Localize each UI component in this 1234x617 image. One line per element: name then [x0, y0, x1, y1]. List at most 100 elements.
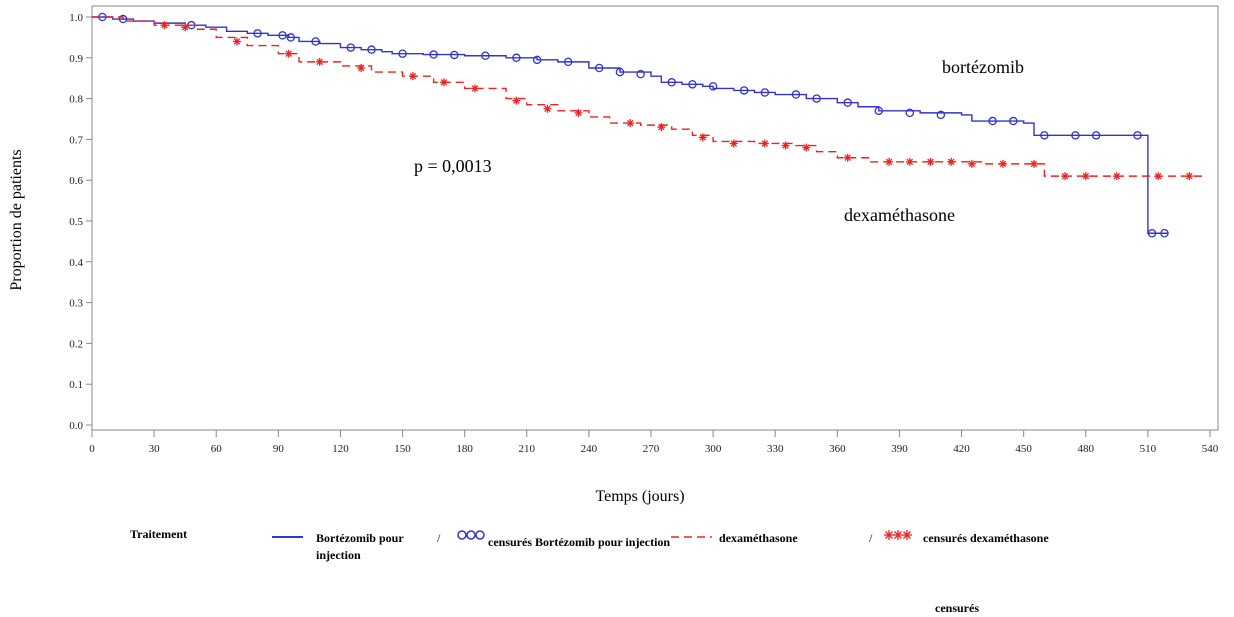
x-tick-label: 390 [891, 443, 908, 455]
censored-asterisk [284, 49, 293, 58]
censored-circle [812, 94, 821, 103]
y-tick-label: 0.9 [69, 53, 83, 65]
x-tick-label: 120 [332, 443, 349, 455]
censored-circle [615, 67, 625, 77]
y-axis-title: Proportion de patients [8, 149, 25, 290]
y-tick-label: 0.7 [69, 134, 83, 146]
x-tick-label: 300 [705, 443, 722, 455]
censored-asterisk [729, 139, 738, 148]
legend-title: Traitement [130, 527, 188, 541]
censored-asterisk [967, 159, 976, 168]
censored-asterisk [781, 141, 790, 150]
censored-asterisk [471, 84, 480, 93]
censored-asterisk [843, 153, 852, 162]
censored-asterisk [698, 133, 707, 142]
censored-asterisk [181, 23, 190, 32]
censored-circle [636, 69, 645, 79]
censored-circle [1009, 116, 1018, 126]
series-line-bortezomib [92, 16, 1169, 234]
censored-circle [1160, 228, 1169, 238]
legend-censored-bortezomib-label: censurés Bortézomib pour injection [488, 535, 671, 549]
censored-asterisk [760, 139, 769, 148]
y-tick-label: 0.5 [69, 216, 83, 228]
legend-dexamethasone-label: dexaméthasone [719, 531, 798, 545]
censored-circle [481, 51, 490, 61]
censored-circle [512, 53, 521, 63]
censored-circle [936, 110, 946, 120]
censored-asterisk [1154, 172, 1163, 181]
censored-circle [253, 29, 262, 38]
censored-asterisk [885, 157, 894, 166]
x-tick-label: 330 [767, 443, 784, 455]
x-tick-label: 180 [456, 443, 473, 455]
censored-circle [563, 57, 573, 67]
censored-circle [1071, 131, 1080, 140]
censored-circle [843, 98, 852, 107]
y-tick-label: 0.2 [69, 338, 83, 350]
legend-censored-asterisks [884, 530, 912, 540]
censored-circle [688, 80, 697, 89]
x-tick-label: 360 [829, 443, 846, 455]
censored-asterisk [626, 119, 635, 128]
censored-circle [760, 88, 770, 97]
censored-asterisk [802, 143, 811, 152]
censored-asterisk [998, 159, 1007, 168]
x-tick-label: 240 [581, 443, 598, 455]
censored-asterisk [512, 96, 521, 105]
censored-asterisk [947, 157, 956, 166]
censored-asterisk [893, 530, 903, 540]
censored-circle [311, 37, 320, 46]
censored-circle [667, 78, 676, 87]
y-tick-label: 0.6 [69, 175, 83, 187]
censored-asterisk [315, 57, 324, 66]
x-tick-label: 270 [643, 443, 660, 455]
p-value-label: p = 0,0013 [414, 156, 492, 176]
censored-asterisk [926, 157, 935, 166]
censored-circle [278, 31, 287, 40]
x-axis-title: Temps (jours) [595, 488, 684, 505]
x-tick-label: 150 [394, 443, 411, 455]
y-tick-label: 1.0 [69, 12, 83, 24]
censored-asterisk [905, 157, 914, 166]
censored-circle [791, 90, 801, 99]
legend-slash-1: / [437, 531, 441, 545]
censored-circle [1133, 131, 1142, 140]
legend-bortezomib-label: Bortézomib pour injection [316, 531, 404, 562]
y-tick-label: 0.3 [69, 298, 83, 310]
censored-asterisk [1030, 159, 1039, 168]
censored-circle [1091, 131, 1101, 140]
x-tick-label: 60 [211, 443, 223, 455]
x-tick-label: 540 [1202, 443, 1219, 455]
censored-circle [346, 43, 356, 52]
y-tick-label: 0.8 [69, 94, 83, 106]
censored-asterisk [232, 37, 241, 46]
y-tick-label: 0.1 [69, 379, 83, 391]
censored-asterisk [1061, 172, 1070, 181]
censored-asterisk [1081, 172, 1090, 181]
y-tick-label: 0.4 [69, 257, 83, 269]
y-tick-label: 0.0 [69, 420, 83, 432]
x-tick-label: 450 [1015, 443, 1032, 455]
censored-asterisk [657, 123, 666, 132]
censored-asterisk [543, 104, 552, 113]
censored-circle [532, 55, 542, 65]
censored-circle [398, 49, 407, 58]
censored-circle [874, 106, 883, 116]
censored-asterisk [884, 530, 894, 540]
x-tick-label: 420 [953, 443, 970, 455]
censored-asterisk [1112, 172, 1121, 181]
x-tick-label: 210 [519, 443, 536, 455]
censored-circle [367, 45, 376, 54]
dexamethasone-curve-label: dexaméthasone [844, 205, 955, 225]
legend-censored-extra-label: censurés [935, 601, 979, 615]
axis-ticks: 0 30 60 90 120 150 180 210 240 270 300 330 360 390 420… [69, 12, 1219, 455]
censored-circle [594, 63, 604, 73]
censored-circle [450, 50, 459, 60]
censored-circle [1040, 131, 1049, 140]
bortezomib-curve-label: bortézomib [942, 57, 1024, 77]
censored-asterisk [439, 78, 448, 87]
legend-censored-dexamethasone-label: censurés dexaméthasone [923, 531, 1049, 545]
legend-censored-circles [457, 530, 485, 540]
censored-circle [739, 86, 749, 95]
censored-circle [708, 82, 718, 91]
